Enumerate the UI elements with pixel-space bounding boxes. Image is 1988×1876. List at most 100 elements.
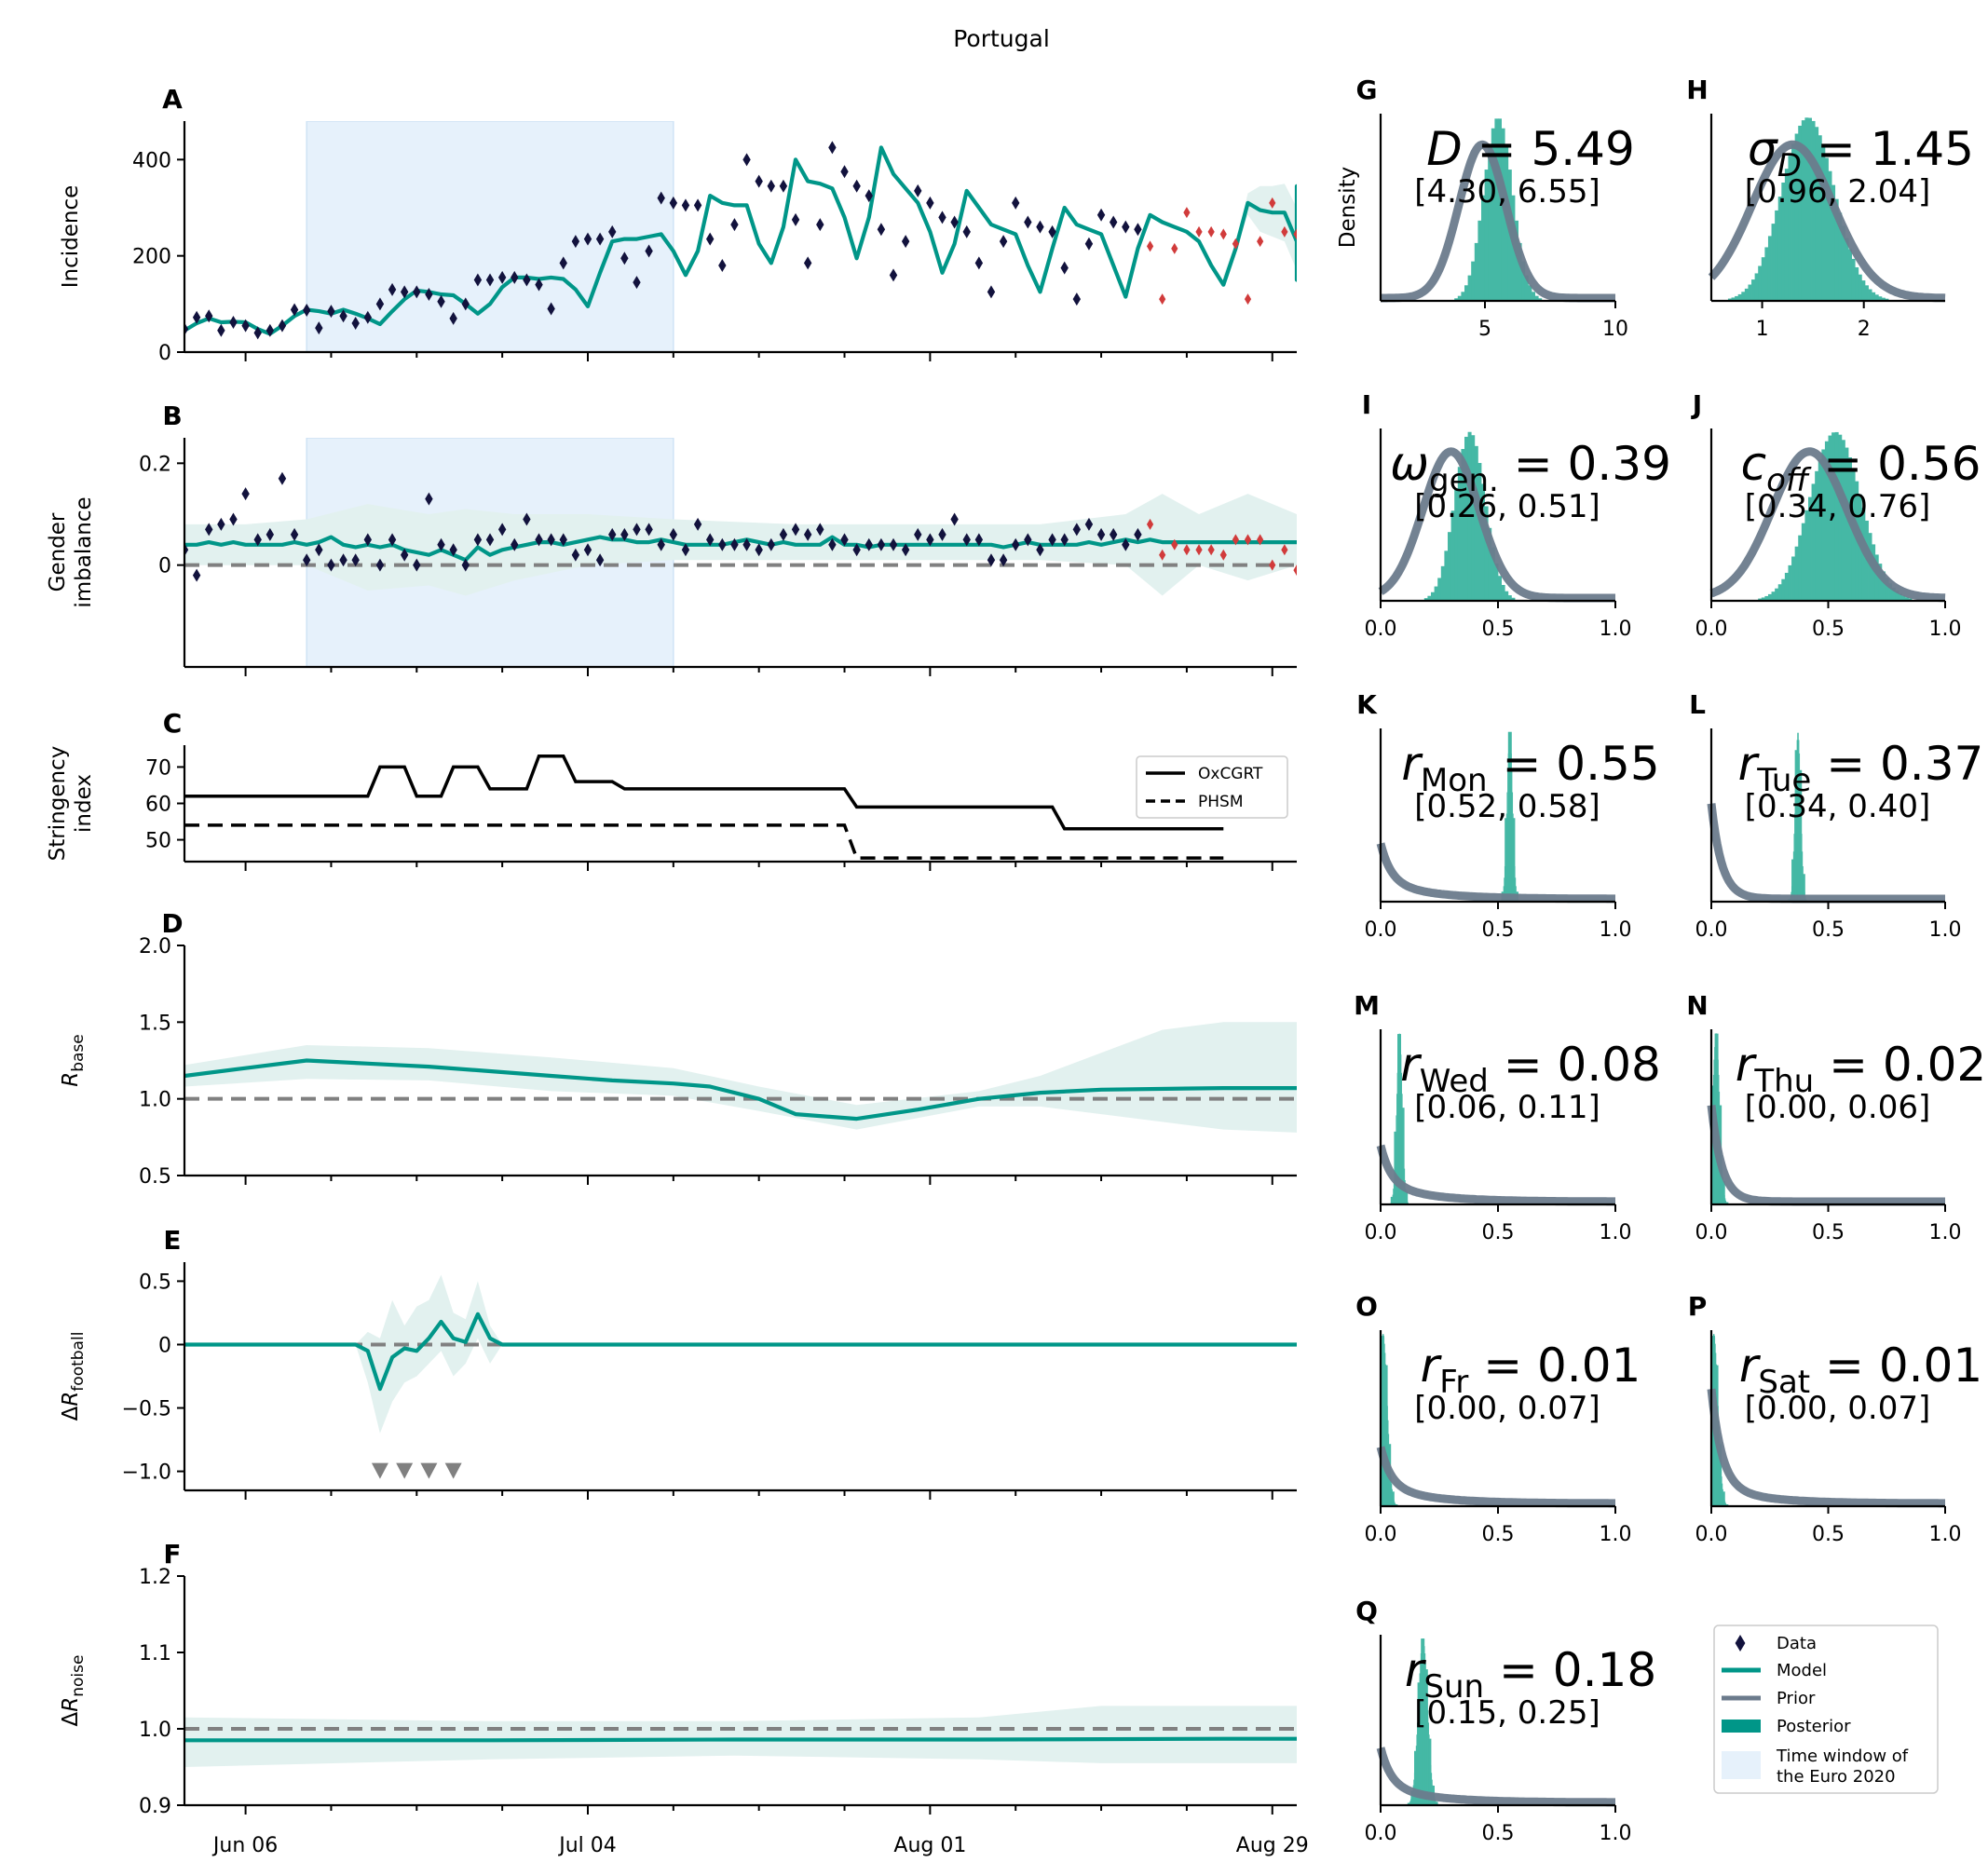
posterior-bar <box>1532 292 1535 301</box>
prior-curve <box>1376 1144 1618 1206</box>
y-tick-label: 1.0 <box>139 1719 171 1742</box>
parameter-subscript: Wed <box>1420 1063 1489 1100</box>
legend-data-label: Data <box>1777 1634 1817 1653</box>
data-point <box>583 543 592 557</box>
posterior-bar <box>1838 434 1843 601</box>
parameter-subscript: Thu <box>1753 1063 1814 1100</box>
posterior-bar <box>1509 732 1511 902</box>
posterior-bar <box>1391 1483 1393 1506</box>
posterior-bar <box>1801 813 1802 902</box>
data-point <box>803 256 812 270</box>
y-axis-label: Gender imbalance <box>46 496 96 607</box>
posterior-bar <box>1504 877 1505 902</box>
posterior-bar <box>1518 242 1522 301</box>
prior-curve <box>1709 447 1948 603</box>
posterior-bar <box>1514 851 1515 902</box>
data-point <box>1134 223 1142 237</box>
posterior-bar <box>1409 1801 1411 1805</box>
posterior-bar <box>1414 1764 1416 1805</box>
parameter-value: 0.08 <box>1558 1038 1661 1092</box>
posterior-bar <box>1481 195 1485 301</box>
posterior-bar <box>1401 1094 1403 1204</box>
x-tick-label: 0.0 <box>1365 1822 1397 1845</box>
posterior-bar <box>1741 292 1746 301</box>
data-point <box>938 527 946 541</box>
posterior-bar <box>1382 1334 1384 1506</box>
symbol: R <box>59 1697 83 1712</box>
parameter-value: 0.55 <box>1556 737 1659 791</box>
heldout-point <box>1269 197 1276 209</box>
credible-interval: [0.00, 0.07] <box>1745 1390 1931 1427</box>
panel-letter: M <box>1354 990 1380 1021</box>
data-point <box>315 321 323 335</box>
equals-sign: = <box>1484 1643 1553 1697</box>
posterior-bar <box>1412 1789 1413 1805</box>
x-tick-label: Jul 04 <box>557 1834 617 1857</box>
data-point <box>889 537 898 551</box>
x-tick-label: 1.0 <box>1600 1523 1632 1546</box>
data-point <box>950 215 959 229</box>
posterior-bar <box>1391 1201 1393 1204</box>
posterior-bar <box>1818 459 1822 601</box>
y-axis-label: Rbase <box>59 1034 88 1087</box>
data-point <box>999 235 1008 249</box>
y-tick-label: 1.5 <box>139 1012 171 1035</box>
posterior-bar <box>1723 1190 1725 1204</box>
posterior-bar <box>1399 1033 1401 1204</box>
data-point <box>1072 523 1082 537</box>
prior-curve <box>1707 803 1948 904</box>
parameter-symbol: ω <box>1390 437 1429 491</box>
x-tick-label: 0.5 <box>1812 618 1845 641</box>
heldout-point <box>1232 238 1239 250</box>
y-tick-label: 1.0 <box>139 1089 171 1112</box>
posterior-bar <box>1471 435 1476 601</box>
legend-oxcgrt-label: OxCGRT <box>1198 765 1263 783</box>
posterior-bar <box>1791 886 1792 902</box>
posterior-bar <box>1513 834 1515 902</box>
parameter-estimate: rThu = 0.02 <box>1736 1038 1986 1100</box>
data-point <box>339 309 347 323</box>
data-point <box>816 523 824 537</box>
prior-curve <box>1707 1388 1948 1508</box>
posterior-bar <box>1501 128 1505 301</box>
heldout-point <box>1195 544 1203 556</box>
posterior-bar <box>1422 1640 1423 1805</box>
data-point <box>645 523 653 537</box>
model-line <box>184 145 1297 336</box>
posterior-bar <box>1799 753 1801 902</box>
heldout-point <box>1159 293 1166 306</box>
data-point <box>461 558 470 572</box>
heldout-point <box>1183 544 1191 556</box>
posterior-bar <box>1411 1793 1413 1805</box>
x-tick-label: 1.0 <box>1600 1221 1632 1244</box>
data-point <box>828 141 837 155</box>
data-point <box>1048 224 1056 238</box>
y-axis-label: Density <box>1336 167 1360 248</box>
y-label-line: imbalance <box>72 496 96 607</box>
posterior-bar <box>1474 242 1478 301</box>
heldout-point <box>1244 534 1252 546</box>
x-tick-label: 0.0 <box>1365 618 1397 641</box>
posterior-bar <box>1430 1764 1432 1805</box>
equals-sign: = <box>1808 437 1877 491</box>
posterior-bar <box>1791 877 1793 902</box>
posterior-bar <box>1795 771 1797 902</box>
data-point <box>266 323 275 337</box>
data-point <box>1134 527 1142 541</box>
y-axis-label: ΔRfootball <box>59 1332 88 1421</box>
posterior-bar <box>1838 212 1843 301</box>
data-point <box>1109 215 1118 229</box>
y-tick-label: −0.5 <box>122 1398 171 1421</box>
panel-letter: A <box>162 84 183 115</box>
x-tick-label: 0.5 <box>1812 1221 1845 1244</box>
data-point <box>217 517 225 531</box>
posterior-bar <box>1831 432 1836 601</box>
posterior-bar <box>1771 591 1776 601</box>
posterior-bar <box>1868 289 1872 301</box>
posterior-bar <box>1751 279 1756 301</box>
credible-interval: [0.06, 0.11] <box>1414 1089 1600 1126</box>
data-point <box>303 304 311 318</box>
posterior-bar <box>1454 488 1459 601</box>
data-point <box>999 553 1008 567</box>
posterior-bar <box>1410 1796 1412 1805</box>
